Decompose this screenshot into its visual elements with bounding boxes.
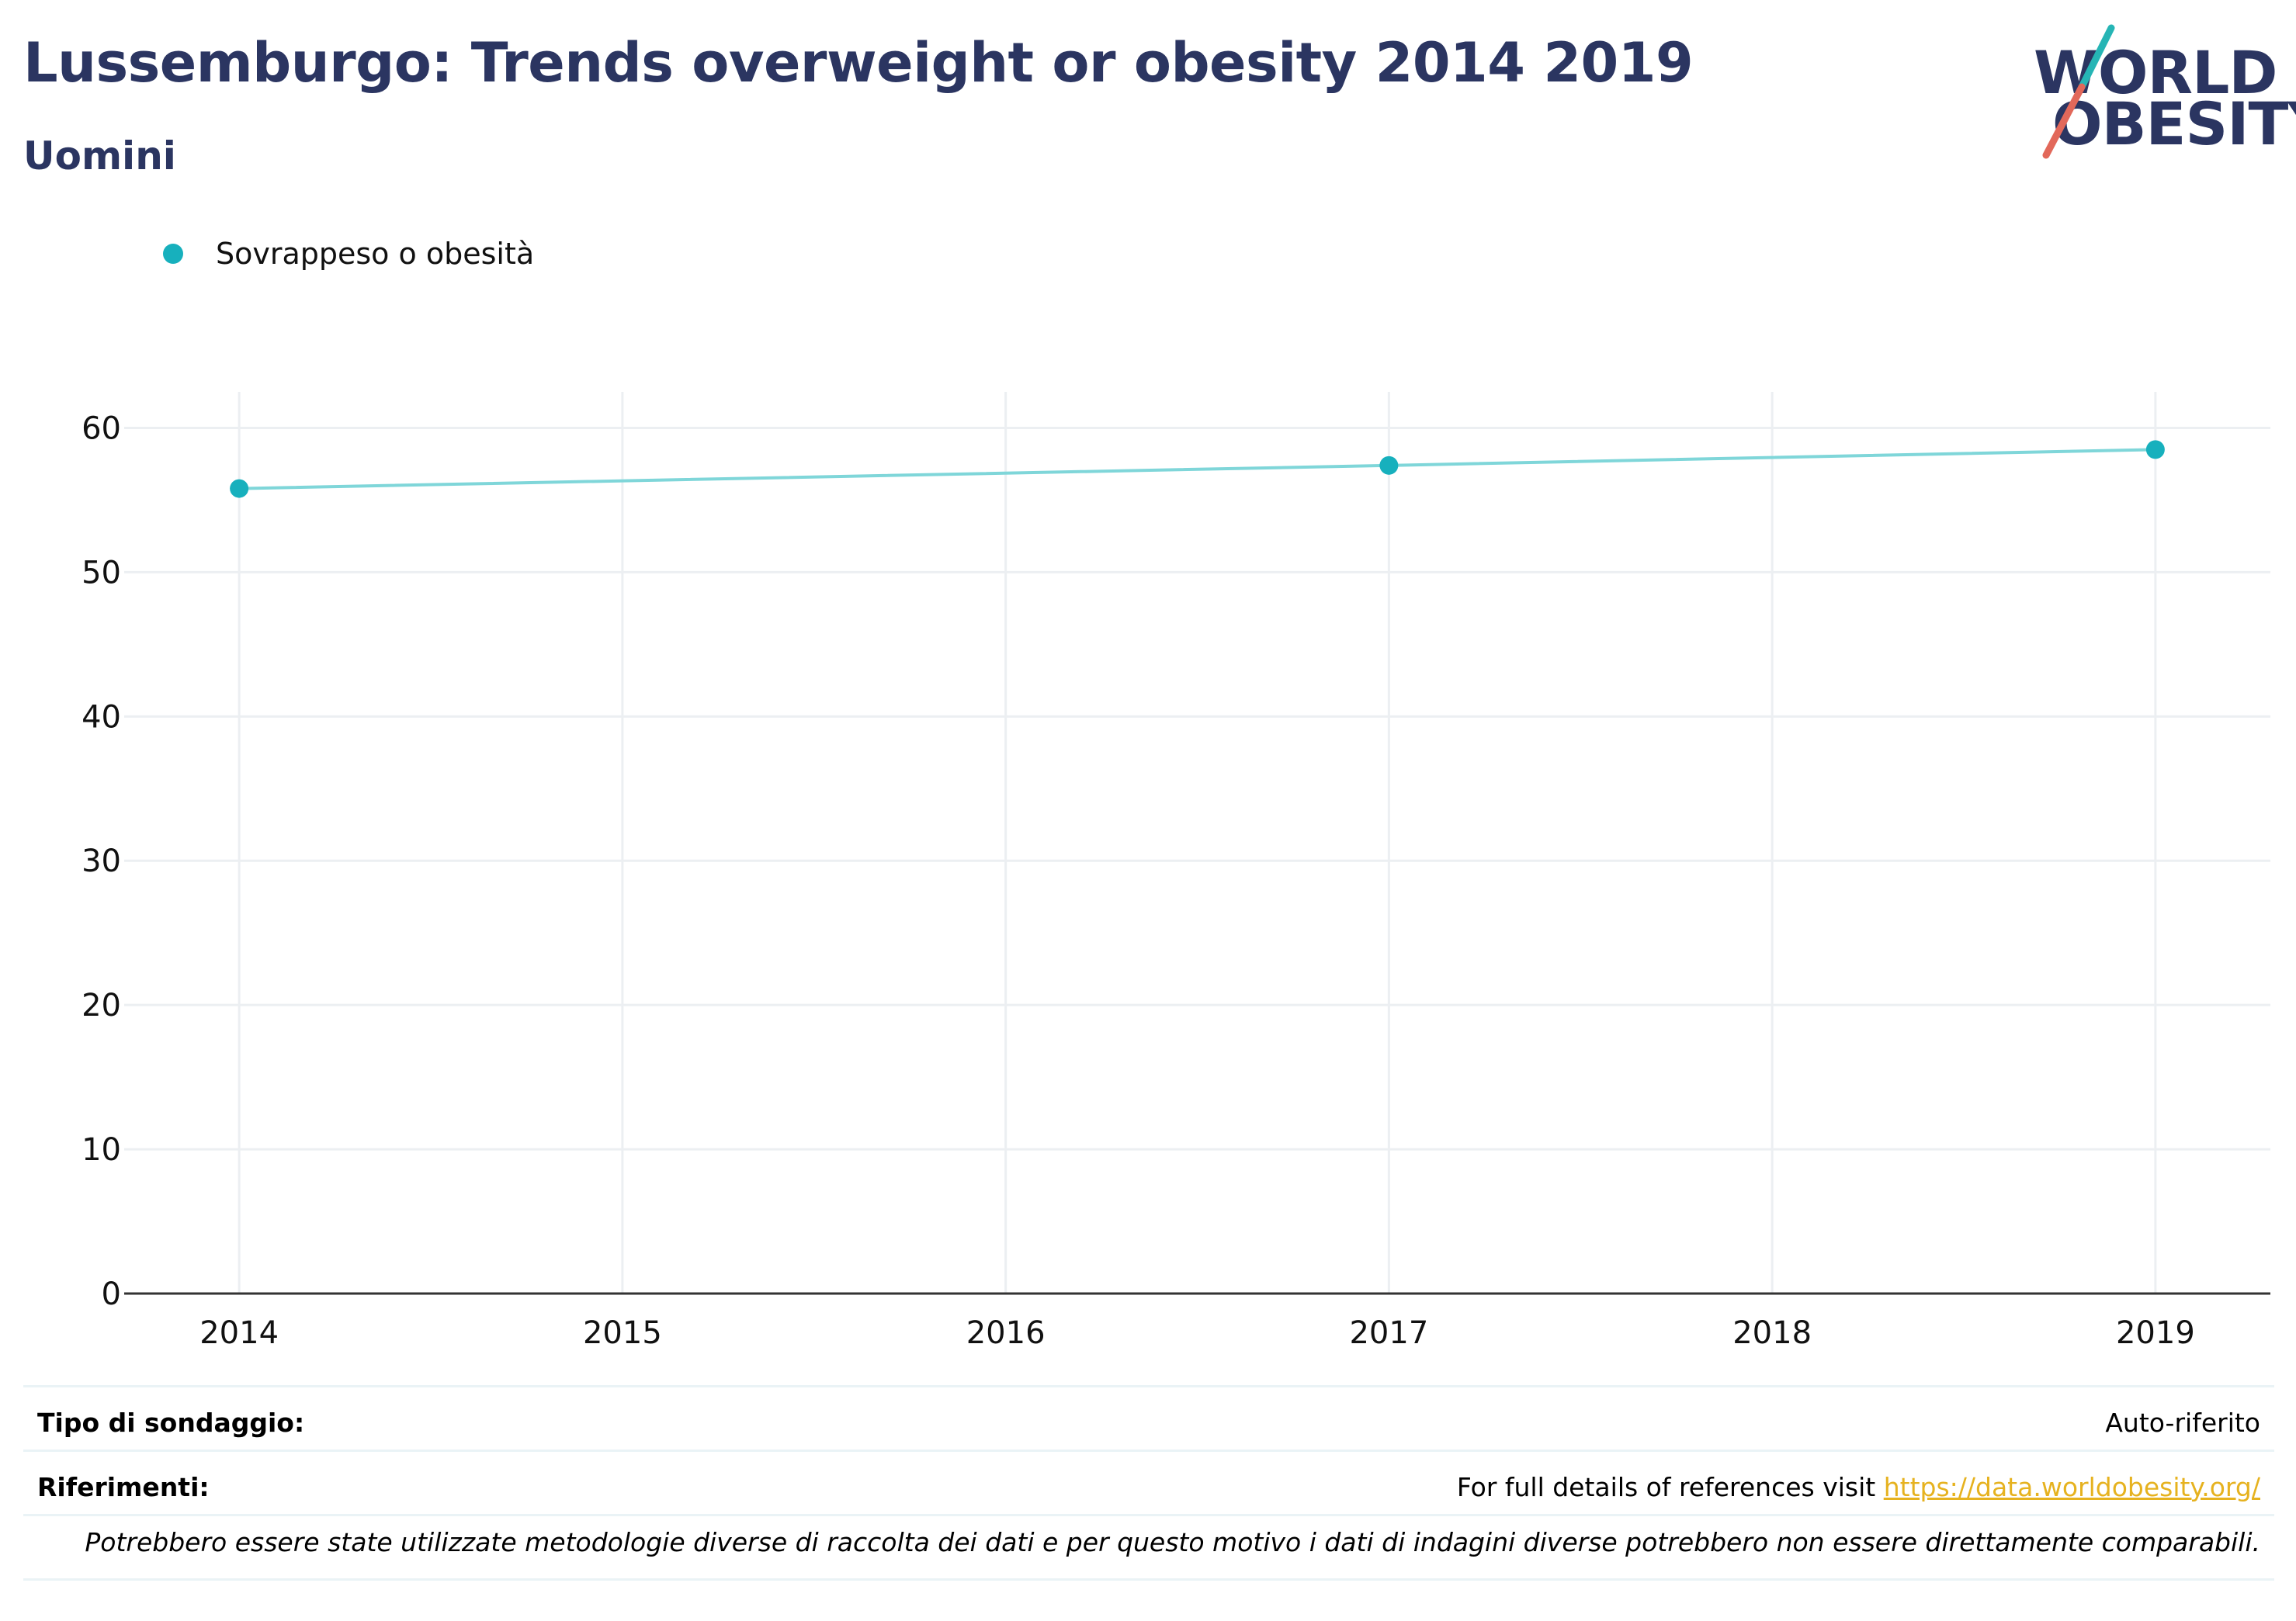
legend-marker <box>163 244 183 264</box>
logo-line-1: WORLD <box>2034 38 2277 107</box>
x-tick-label: 2016 <box>966 1315 1046 1351</box>
y-tick-label: 40 <box>82 699 121 735</box>
y-tick-label: 30 <box>82 843 121 879</box>
logo-line-2: OBESITY <box>2052 89 2296 158</box>
x-tick-label: 2015 <box>583 1315 662 1351</box>
references-text: For full details of references visit <box>1456 1471 1884 1502</box>
y-tick-label: 20 <box>82 988 121 1024</box>
references-link[interactable]: https://data.worldobesity.org/ <box>1883 1471 2260 1502</box>
data-point <box>230 479 249 498</box>
chart-subtitle: Uomini <box>23 133 176 178</box>
survey-type-value: Auto-riferito <box>2105 1407 2260 1438</box>
x-tick-label: 2019 <box>2116 1315 2195 1351</box>
legend-label: Sovrappeso o obesità <box>216 237 535 271</box>
survey-type-label: Tipo di sondaggio: <box>37 1407 305 1438</box>
references-label: Riferimenti: <box>37 1471 210 1502</box>
chart-legend: Sovrappeso o obesità <box>163 234 534 273</box>
world-obesity-logo: WORLD OBESITY <box>2018 23 2296 163</box>
references-value: For full details of references visit htt… <box>1457 1472 2260 1502</box>
x-tick-label: 2014 <box>199 1315 279 1351</box>
methodology-note: Potrebbero essere state utilizzate metod… <box>85 1527 2260 1557</box>
y-tick-label: 10 <box>82 1132 121 1168</box>
y-tick-label: 60 <box>82 410 121 446</box>
y-tick-label: 0 <box>102 1276 121 1312</box>
logo-slash-icon <box>2042 24 2115 159</box>
y-tick-label: 50 <box>82 555 121 591</box>
footer-divider <box>23 1385 2274 1387</box>
chart-title: Lussemburgo: Trends overweight or obesit… <box>23 31 1694 95</box>
footer-divider <box>23 1450 2274 1452</box>
series-line <box>239 448 2156 490</box>
references-row: Riferimenti: For full details of referen… <box>37 1463 2260 1510</box>
footer-divider <box>23 1578 2274 1581</box>
x-tick-label: 2018 <box>1732 1315 1812 1351</box>
data-point <box>2145 440 2165 459</box>
survey-type-row: Tipo di sondaggio: Auto-riferito <box>37 1399 2260 1446</box>
line-chart: 2014 2015 2016 2017 2018 2019 0 10 20 30 40 50 60 <box>82 392 2270 1351</box>
data-point <box>1379 455 1399 475</box>
x-tick-label: 2017 <box>1349 1315 1428 1351</box>
footer-divider <box>23 1514 2274 1516</box>
